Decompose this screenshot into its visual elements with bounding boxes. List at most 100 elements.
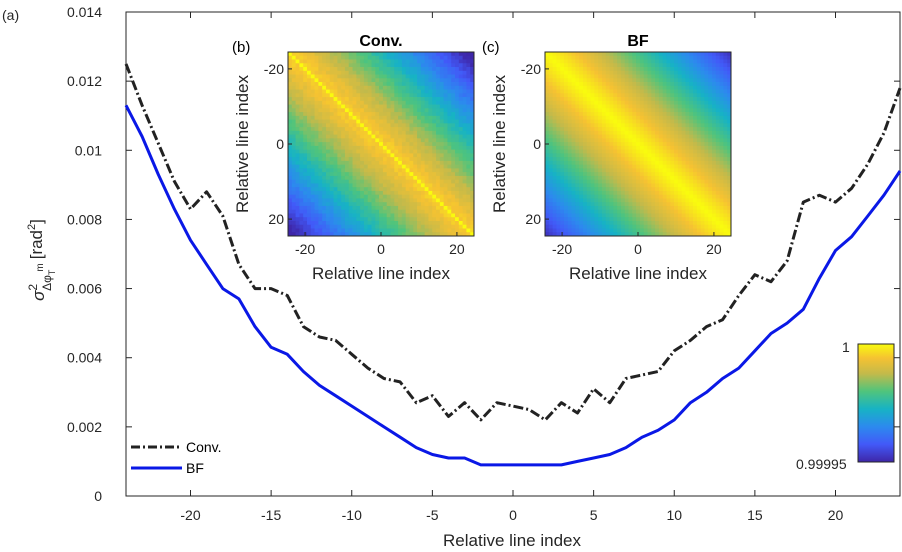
heatmap-cell xyxy=(700,228,705,233)
heatmap-cell xyxy=(443,108,448,113)
heatmap-cell xyxy=(417,70,422,75)
heatmap-cell xyxy=(632,85,637,90)
heatmap-cell xyxy=(636,119,641,124)
heatmap-cell xyxy=(375,59,380,64)
heatmap-cell xyxy=(367,228,372,233)
heatmap-cell xyxy=(613,194,618,199)
heatmap-cell xyxy=(594,115,599,120)
heatmap-cell xyxy=(598,138,603,143)
heatmap-cell xyxy=(439,164,445,169)
heatmap-cell xyxy=(712,187,717,192)
heatmap-cell xyxy=(295,187,300,192)
heatmap-cell xyxy=(348,100,353,105)
heatmap-cell xyxy=(719,228,724,233)
heatmap-cell xyxy=(333,127,338,132)
heatmap-cell xyxy=(639,224,645,229)
heatmap-cell xyxy=(655,115,660,120)
heatmap-cell xyxy=(666,138,671,143)
heatmap-cell xyxy=(360,183,365,188)
heatmap-cell xyxy=(443,205,448,211)
heatmap-cell xyxy=(344,168,350,173)
heatmap-cell xyxy=(586,202,591,207)
heatmap-cell xyxy=(348,89,353,94)
heatmap-cell xyxy=(594,130,599,136)
heatmap-cell xyxy=(590,130,595,136)
heatmap-cell xyxy=(394,157,399,162)
heatmap-cell xyxy=(708,123,713,128)
heatmap-cell xyxy=(447,175,452,181)
heatmap-cell xyxy=(379,164,384,169)
heatmap-cell xyxy=(291,157,296,162)
heatmap-cell xyxy=(613,134,618,139)
heatmap-cell xyxy=(579,179,584,184)
heatmap-cell xyxy=(356,220,361,226)
heatmap-cell xyxy=(662,209,667,214)
heatmap-cell xyxy=(348,134,353,139)
heatmap-cell xyxy=(390,59,395,64)
heatmap-cell xyxy=(428,52,433,57)
heatmap-cell xyxy=(409,179,414,184)
heatmap-cell xyxy=(674,145,679,151)
heatmap-cell xyxy=(447,100,452,105)
heatmap-cell xyxy=(325,179,331,184)
heatmap-cell xyxy=(571,179,576,184)
heatmap-cell xyxy=(458,187,464,192)
heatmap-cell xyxy=(360,104,365,109)
heatmap-cell xyxy=(344,89,350,94)
heatmap-cell xyxy=(545,134,550,139)
heatmap-cell xyxy=(462,217,467,222)
heatmap-cell xyxy=(398,153,403,158)
heatmap-cell xyxy=(398,55,403,60)
heatmap-cell xyxy=(620,209,626,214)
heatmap-cell xyxy=(291,93,296,98)
heatmap-cell xyxy=(439,175,445,181)
heatmap-cell xyxy=(715,175,721,181)
heatmap-cell xyxy=(598,168,603,173)
heatmap-cell xyxy=(371,157,376,162)
heatmap-cell xyxy=(333,70,338,75)
heatmap-cell xyxy=(303,82,308,87)
heatmap-cell xyxy=(436,183,441,188)
heatmap-cell xyxy=(371,52,376,57)
heatmap-cell xyxy=(348,160,353,166)
heatmap-cell xyxy=(417,153,422,158)
heatmap-cell xyxy=(609,153,614,158)
heatmap-cell xyxy=(662,168,667,173)
heatmap-cell xyxy=(314,160,319,166)
heatmap-cell xyxy=(571,228,576,233)
heatmap-cell xyxy=(567,157,572,162)
heatmap-cell xyxy=(617,67,622,72)
heatmap-cell xyxy=(363,70,369,75)
heatmap-cell xyxy=(647,142,652,147)
heatmap-cell xyxy=(727,187,732,192)
heatmap-cell xyxy=(662,138,667,143)
heatmap-cell xyxy=(666,149,671,154)
heatmap-cell xyxy=(322,82,327,87)
heatmap-cell xyxy=(375,104,380,109)
heatmap-cell xyxy=(436,82,441,87)
heatmap-cell xyxy=(439,213,445,218)
heatmap-cell xyxy=(658,74,664,79)
heatmap-cell xyxy=(352,175,357,181)
heatmap-cell xyxy=(382,134,388,139)
heatmap-cell xyxy=(571,202,576,207)
heatmap-cell xyxy=(628,93,633,98)
heatmap-cell xyxy=(451,82,456,87)
heatmap-cell xyxy=(624,134,629,139)
heatmap-cell xyxy=(458,228,464,233)
heatmap-cell xyxy=(428,145,433,151)
heatmap-cell xyxy=(609,224,614,229)
heatmap-cell xyxy=(624,55,629,60)
heatmap-cell xyxy=(545,205,550,211)
heatmap-cell xyxy=(470,85,475,90)
heatmap-cell xyxy=(708,104,713,109)
heatmap-cell xyxy=(455,183,460,188)
heatmap-cell xyxy=(310,130,315,136)
heatmap-cell xyxy=(379,205,384,211)
heatmap-cell xyxy=(466,127,471,132)
heatmap-cell xyxy=(693,168,698,173)
heatmap-cell xyxy=(458,123,464,128)
heatmap-cell xyxy=(681,119,686,124)
heatmap-cell xyxy=(658,100,664,105)
heatmap-cell xyxy=(567,119,572,124)
